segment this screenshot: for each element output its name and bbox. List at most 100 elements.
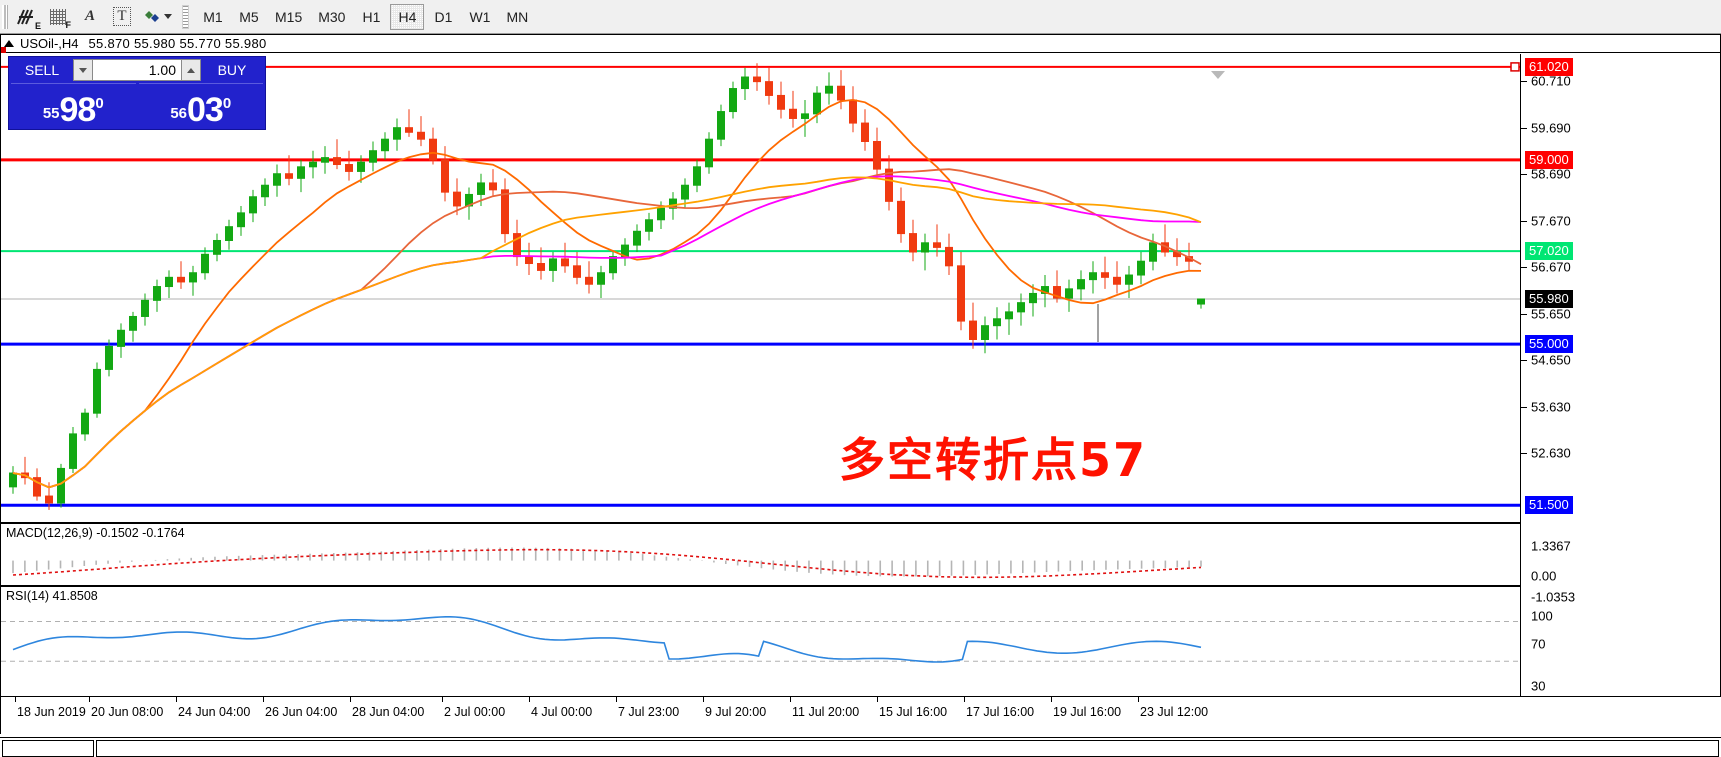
macd-axis-label: 1.3367: [1531, 538, 1571, 554]
time-axis-label: 7 Jul 23:00: [618, 705, 680, 719]
time-axis-tick: [263, 697, 264, 702]
timeframe-d1[interactable]: D1: [434, 8, 453, 25]
time-axis-tick: [703, 697, 704, 702]
price-axis-label: 54.650: [1531, 352, 1571, 368]
macd-histogram: [12, 547, 1202, 577]
main-toolbar: E F A T M1 M5 M15 M30 H1 H4 D1 W1 MN: [0, 0, 1721, 34]
time-axis-tick: [89, 697, 90, 702]
sell-price-quote[interactable]: 55 98 0: [11, 83, 136, 127]
price-axis-badge-resistance-line[interactable]: 59.000: [1525, 150, 1573, 169]
terminal-bottom-strip: [0, 737, 1721, 757]
time-axis[interactable]: 18 Jun 2019 20 Jun 08:00 24 Jun 04:00 26 Ju…: [1, 696, 1721, 734]
price-axis-tick: [1521, 81, 1527, 83]
rsi-chart-svg: [1, 616, 1520, 663]
chart-scroll-indicator-icon[interactable]: [1211, 71, 1225, 79]
ma-amber: [12, 176, 1202, 489]
time-axis-tick: [1051, 697, 1052, 702]
time-axis-label: 15 Jul 16:00: [879, 705, 948, 719]
timeframe-h4[interactable]: H4: [390, 3, 425, 30]
macd-axis-label: -1.0353: [1531, 589, 1576, 605]
time-axis-tick: [529, 697, 530, 702]
rsi-line: [12, 616, 1202, 663]
rsi-axis-label: 70: [1531, 636, 1546, 652]
lot-size-input[interactable]: 1.00: [93, 59, 181, 81]
macd-axis-label: 0.00: [1531, 568, 1557, 584]
macd-label: MACD(12,26,9) -0.1502 -0.1764: [6, 526, 185, 540]
time-axis-tick: [790, 697, 791, 702]
collapse-icon[interactable]: [4, 40, 14, 47]
candlestick-series: [9, 63, 1205, 510]
time-axis-label: 26 Jun 04:00: [265, 705, 338, 719]
terminal-content-placeholder[interactable]: [96, 740, 1719, 757]
timeframe-m30[interactable]: M30: [318, 8, 346, 25]
sell-button[interactable]: SELL: [24, 62, 60, 78]
timeframe-m15[interactable]: M15: [275, 8, 303, 25]
chart-window: USOil-,H4 55.870 55.980 55.770 55.980 多空…: [0, 34, 1721, 734]
sell-price-pip: 0: [95, 95, 104, 112]
time-axis-label: 28 Jun 04:00: [352, 705, 425, 719]
time-axis-tick: [176, 697, 177, 702]
price-axis-tick: [1521, 267, 1527, 269]
indicator-list-icon[interactable]: F: [43, 3, 73, 31]
rsi-axis-label: 100: [1531, 608, 1553, 624]
price-axis-label: 53.630: [1531, 399, 1571, 415]
price-axis-badge-current-price[interactable]: 55.980: [1525, 289, 1573, 308]
time-axis-label: 19 Jul 16:00: [1053, 705, 1122, 719]
timeframe-mn[interactable]: MN: [506, 8, 529, 25]
time-axis-tick: [442, 697, 443, 702]
toolbar-grip[interactable]: [2, 4, 8, 29]
rsi-axis-label: 30: [1531, 678, 1546, 694]
price-axis-badge-support-line[interactable]: 51.500: [1525, 496, 1573, 515]
price-axis-tick: [1521, 453, 1527, 455]
time-axis-label: 9 Jul 20:00: [705, 705, 767, 719]
lot-increase-button[interactable]: [181, 59, 201, 81]
price-axis-tick: [1521, 128, 1527, 130]
price-axis-label: 58.690: [1531, 166, 1571, 182]
timeframe-m5[interactable]: M5: [239, 8, 259, 25]
time-axis-tick: [616, 697, 617, 702]
trade-panel-top-row: SELL 1.00 BUY: [9, 57, 265, 83]
expert-advisor-icon[interactable]: E: [11, 3, 41, 31]
line-handle[interactable]: [1510, 62, 1520, 72]
one-click-trading-panel[interactable]: SELL 1.00 BUY 55 98 0 56 03 0: [8, 56, 266, 130]
sell-price-prefix: 55: [42, 105, 60, 122]
buy-button[interactable]: BUY: [217, 62, 247, 78]
lot-decrease-button[interactable]: [73, 59, 93, 81]
price-axis-label: 60.710: [1531, 73, 1571, 89]
price-axis-label: 56.670: [1531, 259, 1571, 275]
toolbar-grip-2[interactable]: [182, 4, 189, 29]
price-axis[interactable]: 60.710 59.690 58.690 57.670 56.670 55.650 54.6…: [1520, 54, 1720, 699]
time-axis-label: 17 Jul 16:00: [966, 705, 1035, 719]
time-axis-label: 11 Jul 20:00: [792, 705, 860, 719]
text-tool-icon[interactable]: A: [84, 8, 95, 24]
sell-price-main: 98: [59, 90, 97, 129]
time-axis-label: 23 Jul 12:00: [1140, 705, 1209, 719]
price-axis-tick: [1521, 221, 1527, 223]
price-axis-badge-support-line[interactable]: 55.000: [1525, 335, 1573, 354]
time-axis-label: 4 Jul 00:00: [531, 705, 593, 719]
buy-price-main: 03: [187, 90, 224, 129]
chart-annotation-text: 多空转折点57: [839, 433, 1148, 487]
timeframe-w1[interactable]: W1: [469, 8, 491, 25]
rsi-label: RSI(14) 41.8508: [6, 589, 98, 603]
timeframe-h1[interactable]: H1: [362, 8, 381, 25]
price-pane[interactable]: 多空转折点57: [1, 54, 1520, 520]
macd-pane[interactable]: MACD(12,26,9) -0.1502 -0.1764: [1, 522, 1520, 583]
text-label-icon[interactable]: T: [107, 3, 137, 31]
time-axis-label: 18 Jun 2019: [17, 705, 86, 719]
trade-panel-quotes: 55 98 0 56 03 0: [9, 83, 265, 129]
price-axis-label: 55.650: [1531, 306, 1571, 322]
buy-price-quote[interactable]: 56 03 0: [138, 83, 263, 129]
time-axis-tick: [15, 697, 16, 702]
time-axis-tick: [1138, 697, 1139, 702]
price-axis-badge-pivot-line[interactable]: 57.020: [1525, 242, 1573, 261]
price-axis-label: 52.630: [1531, 445, 1571, 461]
templates-icon[interactable]: [139, 3, 177, 31]
buy-price-pip: 0: [222, 95, 232, 112]
timeframe-m1[interactable]: M1: [203, 8, 223, 25]
price-axis-badge-resistance-line[interactable]: 61.020: [1525, 57, 1573, 76]
price-axis-label: 59.690: [1531, 120, 1571, 136]
price-axis-tick: [1521, 360, 1527, 362]
rsi-pane[interactable]: RSI(14) 41.8508: [1, 585, 1520, 695]
terminal-tab-placeholder[interactable]: [2, 740, 94, 757]
